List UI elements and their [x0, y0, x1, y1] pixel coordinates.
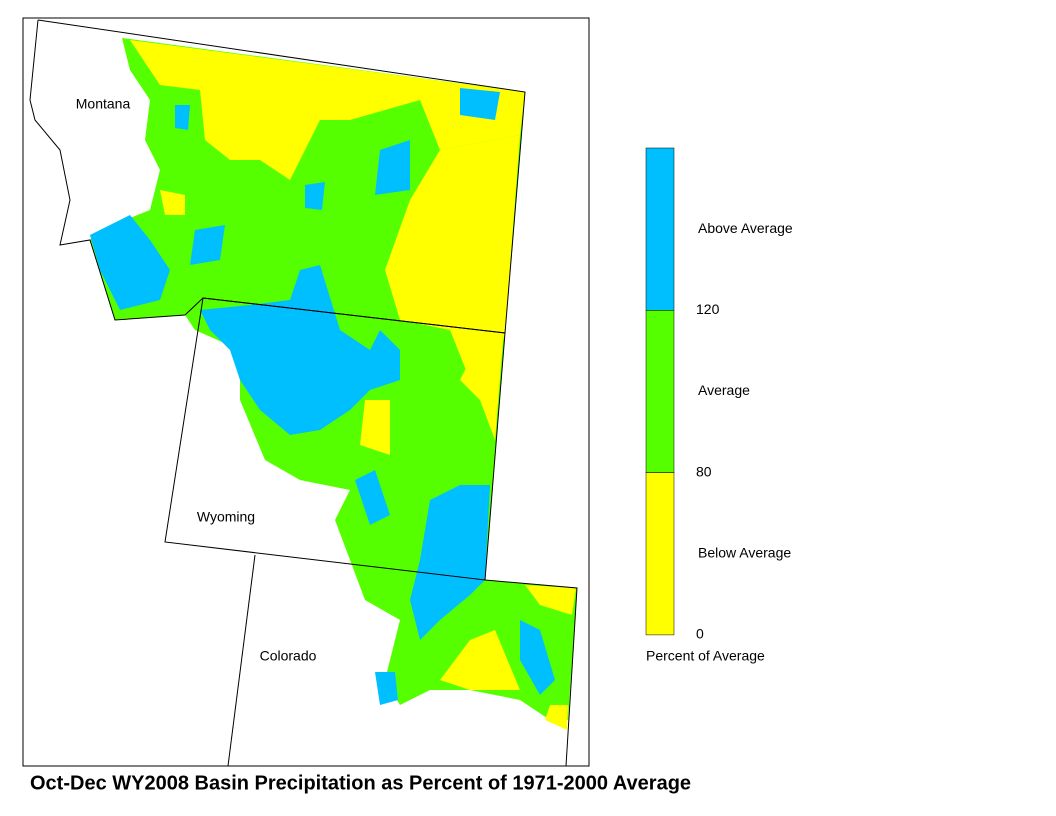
area — [410, 485, 490, 640]
state-label: Colorado — [260, 648, 317, 664]
area — [160, 190, 185, 215]
legend-break: 80 — [696, 463, 712, 479]
legend-break: 120 — [696, 301, 720, 317]
map: Montana Wyoming Colorado — [22, 17, 590, 767]
area — [190, 225, 225, 265]
above-average-areas — [90, 88, 555, 705]
legend-swatch — [645, 147, 675, 311]
area — [355, 470, 390, 525]
area — [375, 140, 410, 195]
legend: Above Average Average Below Average 120 80 0 P… — [645, 147, 793, 664]
state-label: Montana — [76, 96, 131, 112]
below-average-areas — [130, 40, 576, 730]
legend-label: Above Average — [698, 220, 793, 236]
area — [385, 135, 520, 390]
map-frame — [22, 17, 590, 767]
area — [360, 400, 390, 455]
area — [175, 105, 190, 130]
colorado-border — [227, 554, 256, 767]
state-borders — [29, 19, 578, 767]
legend-swatch — [645, 472, 675, 636]
area — [545, 705, 568, 730]
area — [200, 265, 400, 435]
area — [130, 40, 525, 180]
state-label: Wyoming — [197, 509, 255, 525]
legend-label: Below Average — [698, 544, 791, 560]
colorado-border — [484, 579, 578, 767]
area — [90, 215, 170, 310]
map-title: Oct-Dec WY2008 Basin Precipitation as Pe… — [30, 772, 691, 794]
legend-swatch — [645, 310, 675, 473]
legend-label: Average — [698, 382, 750, 398]
area — [375, 672, 398, 705]
area — [440, 630, 520, 690]
area — [460, 340, 503, 440]
area — [305, 182, 325, 210]
legend-break: 0 — [696, 626, 704, 642]
area — [520, 620, 555, 695]
area — [460, 88, 500, 120]
legend-caption: Percent of Average — [646, 648, 765, 664]
area — [525, 585, 576, 615]
